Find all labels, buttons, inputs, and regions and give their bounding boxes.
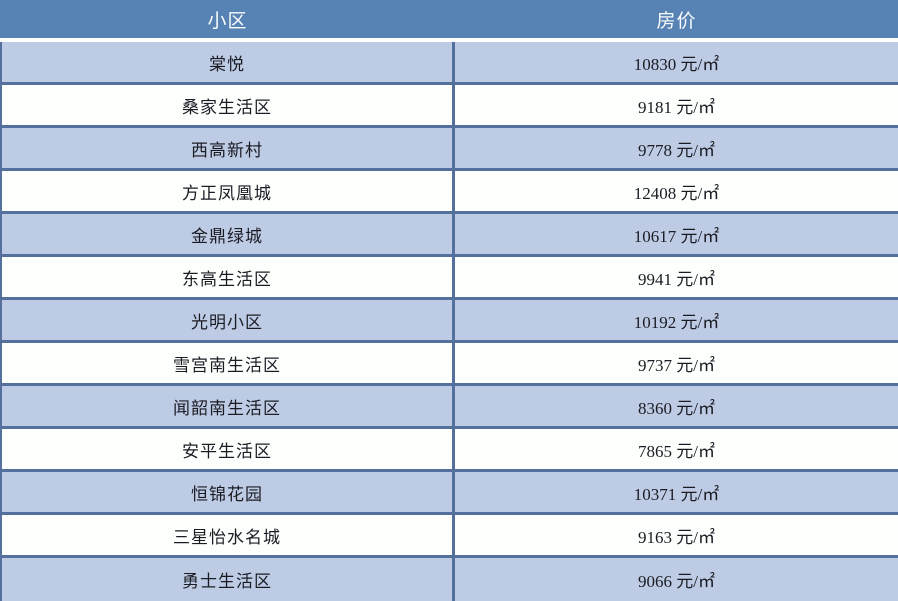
community-cell: 恒锦花园 [2, 472, 455, 512]
community-cell: 桑家生活区 [2, 85, 455, 125]
table-row: 安平生活区 7865 元/㎡ [2, 429, 898, 472]
community-cell: 勇士生活区 [2, 558, 455, 601]
price-cell: 10371 元/㎡ [633, 484, 720, 504]
table-row: 棠悦 10830 元/㎡ [2, 42, 898, 85]
community-cell: 安平生活区 [2, 429, 455, 469]
community-cell: 方正凤凰城 [2, 171, 455, 211]
community-cell: 金鼎绿城 [2, 214, 455, 254]
community-cell: 西高新村 [2, 128, 455, 168]
table-row: 光明小区 10192 元/㎡ [2, 300, 898, 343]
table-row: 雪宫南生活区 9737 元/㎡ [2, 343, 898, 386]
table-row: 西高新村 9778 元/㎡ [2, 128, 898, 171]
table-row: 桑家生活区 9181 元/㎡ [2, 85, 898, 128]
table-row: 勇士生活区 9066 元/㎡ [2, 558, 898, 601]
price-cell: 10192 元/㎡ [633, 312, 720, 332]
price-cell: 8360 元/㎡ [638, 398, 715, 418]
price-cell: 9778 元/㎡ [638, 140, 715, 160]
table-row: 闻韶南生活区 8360 元/㎡ [2, 386, 898, 429]
column-header-price: 房价 [656, 10, 697, 32]
price-cell: 7865 元/㎡ [638, 441, 715, 461]
price-cell: 9181 元/㎡ [638, 97, 715, 117]
price-cell: 9941 元/㎡ [638, 269, 715, 289]
header-divider-gap [0, 38, 898, 42]
price-cell: 10830 元/㎡ [633, 54, 720, 74]
price-cell: 12408 元/㎡ [633, 183, 720, 203]
price-cell: 9737 元/㎡ [638, 355, 715, 375]
price-cell: 10617 元/㎡ [633, 226, 720, 246]
table-row: 东高生活区 9941 元/㎡ [2, 257, 898, 300]
community-cell: 雪宫南生活区 [2, 343, 455, 383]
table-row: 方正凤凰城 12408 元/㎡ [2, 171, 898, 214]
column-header-community: 小区 [207, 10, 248, 32]
price-cell: 9163 元/㎡ [638, 527, 715, 547]
community-cell: 棠悦 [2, 42, 455, 82]
table-row: 恒锦花园 10371 元/㎡ [2, 472, 898, 515]
community-cell: 三星怡水名城 [2, 515, 455, 555]
community-cell: 光明小区 [2, 300, 455, 340]
community-cell: 闻韶南生活区 [2, 386, 455, 426]
table-row: 三星怡水名城 9163 元/㎡ [2, 515, 898, 558]
community-cell: 东高生活区 [2, 257, 455, 297]
table-header-row: 小区 房价 [0, 0, 898, 38]
price-cell: 9066 元/㎡ [638, 572, 715, 591]
table-row: 金鼎绿城 10617 元/㎡ [2, 214, 898, 257]
